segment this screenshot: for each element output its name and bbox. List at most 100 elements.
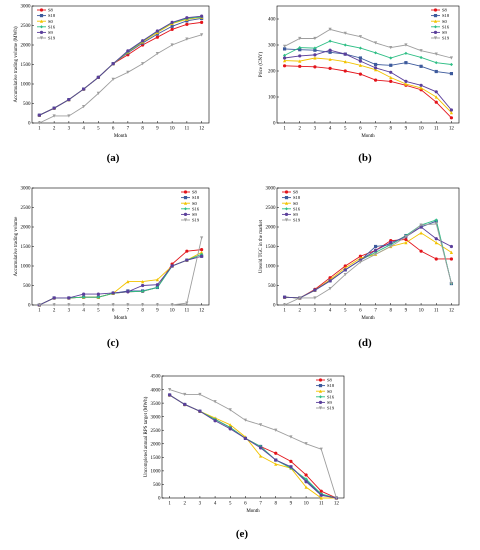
- data-point-S9: [289, 465, 293, 469]
- data-point-S9: [434, 237, 438, 241]
- data-point-S8: [319, 489, 323, 493]
- legend-entry-S18: S18: [442, 13, 450, 18]
- x-axis-label: Month: [246, 509, 260, 514]
- data-point-S19: [167, 387, 172, 392]
- x-tick-label: 8: [390, 127, 393, 132]
- data-point-S19: [404, 235, 408, 239]
- series-line-S18: [284, 220, 452, 299]
- data-point-S19: [82, 105, 86, 109]
- data-point-S8: [358, 72, 363, 76]
- data-point-S19: [111, 303, 115, 307]
- data-point-S8: [358, 254, 363, 258]
- data-point-S8: [449, 116, 454, 120]
- data-point-S0: [155, 278, 159, 282]
- x-tick-label: 1: [38, 127, 41, 132]
- y-tick-label: 1000: [21, 83, 32, 88]
- data-point-S9: [52, 106, 56, 110]
- data-point-S9: [185, 258, 189, 262]
- data-point-S9: [389, 241, 393, 245]
- data-point-S9: [328, 279, 332, 283]
- series-S19: [167, 387, 339, 500]
- x-tick-label: 9: [290, 502, 293, 507]
- series-S0: [37, 15, 204, 117]
- data-point-legend-S8: [183, 190, 188, 194]
- x-tick-label: 7: [127, 127, 130, 132]
- data-point-S9: [198, 409, 202, 413]
- series-S16: [37, 252, 204, 307]
- y-tick-label: 500: [23, 102, 31, 107]
- data-point-S8: [419, 249, 423, 253]
- data-point-S19: [373, 252, 378, 256]
- data-point-S9: [111, 291, 115, 295]
- series-line-S19: [284, 28, 452, 59]
- data-point-S9: [67, 98, 71, 102]
- data-point-S9: [313, 288, 317, 292]
- data-point-legend-S9: [433, 30, 438, 34]
- x-axis-label: Month: [114, 134, 128, 139]
- data-point-legend-S0: [284, 201, 289, 205]
- data-point-S16: [419, 55, 423, 60]
- data-point-S0: [373, 68, 378, 72]
- data-point-S0: [404, 241, 408, 245]
- data-point-legend-S18: [284, 196, 289, 200]
- data-point-S19: [111, 77, 115, 81]
- legend-entry-S19: S19: [192, 218, 200, 223]
- data-point-S19: [67, 303, 71, 307]
- x-tick-label: 3: [68, 309, 71, 314]
- series-S19: [282, 222, 454, 307]
- y-tick-label: 0: [273, 304, 276, 309]
- data-point-S19: [404, 43, 408, 47]
- data-point-legend-S8: [433, 8, 438, 12]
- data-point-S19: [289, 435, 293, 439]
- series-S19: [37, 236, 204, 307]
- data-point-S19: [282, 44, 287, 48]
- x-tick-label: 7: [259, 502, 262, 507]
- data-point-legend-S18: [39, 14, 44, 18]
- data-point-S9: [141, 39, 145, 43]
- data-point-S0: [274, 462, 278, 466]
- data-point-S8: [282, 64, 287, 68]
- data-point-S19: [389, 46, 393, 50]
- legend-entry-S8: S8: [192, 190, 198, 195]
- data-point-S8: [274, 451, 278, 455]
- series-line-S0: [39, 251, 202, 306]
- x-tick-label: 10: [304, 502, 310, 507]
- data-point-S0: [404, 82, 408, 86]
- data-point-S8: [389, 79, 393, 83]
- y-tick-label: 1500: [151, 456, 162, 461]
- x-tick-label: 5: [344, 309, 347, 314]
- data-point-S0: [328, 57, 332, 61]
- legend-entry-S16: S16: [293, 206, 301, 211]
- data-point-legend-S0: [39, 19, 44, 23]
- plot-frame: [276, 187, 460, 306]
- y-tick-label: 100: [268, 96, 276, 101]
- data-point-S19: [258, 423, 263, 427]
- series-line-S19: [39, 34, 202, 124]
- x-tick-label: 2: [184, 502, 187, 507]
- data-point-S0: [298, 59, 302, 63]
- x-tick-label: 9: [156, 127, 159, 132]
- y-tick-label: 300: [268, 44, 276, 49]
- data-point-S19: [358, 35, 363, 39]
- data-point-S19: [141, 62, 145, 66]
- data-point-S0: [200, 250, 204, 254]
- data-point-S0: [434, 241, 438, 245]
- data-point-S9: [82, 87, 86, 91]
- chart-panel-e: 0 500 1000 1500 2000 2500 3000 3500 4000 4500 1 2 3 4…: [140, 370, 350, 520]
- caption-c: (c): [106, 337, 120, 349]
- x-tick-label: 6: [244, 502, 247, 507]
- data-point-legend-S16: [433, 25, 438, 29]
- data-point-S9: [37, 113, 41, 117]
- data-point-S19: [343, 31, 347, 35]
- y-tick-label: 0: [28, 304, 31, 309]
- x-tick-label: 4: [214, 502, 217, 507]
- series-line-S9: [284, 226, 452, 299]
- data-point-S19: [298, 296, 302, 300]
- data-point-S9: [141, 283, 145, 288]
- data-point-legend-S19: [183, 218, 188, 222]
- data-point-S19: [328, 287, 332, 291]
- data-point-S19: [183, 392, 187, 397]
- data-point-S19: [304, 442, 308, 446]
